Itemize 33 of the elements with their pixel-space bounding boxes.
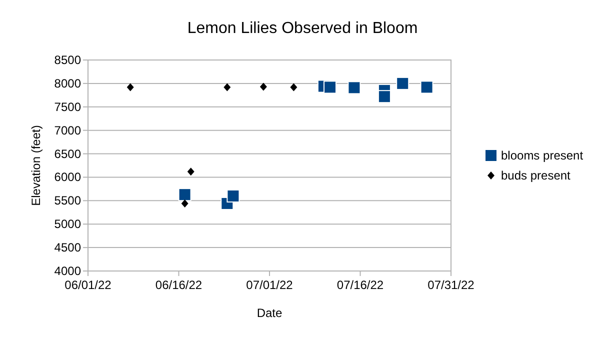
- x-tick-label: 07/31/22: [428, 278, 475, 292]
- x-tick-label: 06/16/22: [155, 278, 202, 292]
- point: [187, 168, 194, 176]
- point: [378, 90, 391, 104]
- y-tick-label: 6000: [54, 170, 82, 184]
- point: [226, 189, 240, 202]
- point: [181, 199, 188, 208]
- y-tick-label: 7000: [54, 123, 82, 138]
- legend-label: buds present: [501, 168, 572, 182]
- point: [260, 82, 267, 91]
- y-tick-label: 8000: [54, 76, 82, 90]
- point: [126, 83, 134, 92]
- x-tick-label: 07/16/22: [336, 278, 384, 292]
- x-tick-label: 06/01/22: [64, 278, 112, 292]
- y-tick-label: 5000: [54, 217, 82, 232]
- point: [178, 188, 192, 202]
- x-tick-label: 07/01/22: [246, 278, 294, 292]
- point: [324, 80, 336, 94]
- y-axis-title: Elevation (feet): [29, 125, 43, 206]
- x-axis-title: Date: [256, 306, 282, 320]
- legend-label: blooms present: [501, 148, 584, 162]
- point: [396, 76, 410, 90]
- point: [420, 80, 434, 94]
- y-tick-label: 5500: [54, 194, 82, 208]
- point: [290, 83, 298, 92]
- y-tick-label: 4000: [54, 264, 82, 278]
- y-tick-label: 7500: [54, 100, 82, 114]
- y-tick-label: 8500: [54, 53, 82, 67]
- y-tick-label: 4500: [54, 240, 82, 255]
- chart-title: Lemon Lilies Observed in Bloom: [187, 20, 418, 37]
- y-tick-label: 6500: [54, 146, 82, 161]
- point: [348, 81, 361, 94]
- point: [224, 83, 231, 92]
